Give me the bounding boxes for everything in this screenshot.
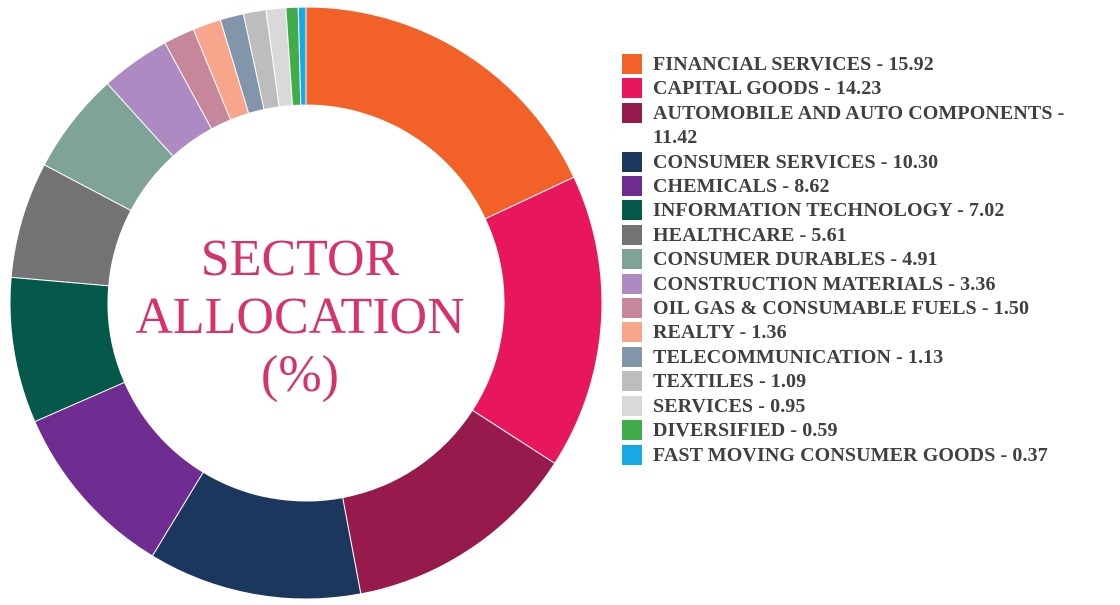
legend-item: TELECOMMUNICATION - 1.13 <box>622 345 1112 369</box>
legend-label: CONSUMER SERVICES - 10.30 <box>653 150 939 173</box>
chart-title-line: (%) <box>261 346 339 403</box>
legend-swatch <box>622 200 642 221</box>
legend-swatch <box>622 78 642 99</box>
legend-swatch <box>622 54 642 74</box>
legend-item: INFORMATION TECHNOLOGY - 7.02 <box>622 198 1112 222</box>
chart-title: SECTOR ALLOCATION (%) <box>100 230 500 404</box>
donut-chart <box>9 6 603 600</box>
legend-item: OIL GAS & CONSUMABLE FUELS - 1.50 <box>622 296 1112 320</box>
legend-item: REALTY - 1.36 <box>622 320 1112 344</box>
legend-swatch <box>622 395 642 416</box>
legend-swatch <box>622 102 642 123</box>
legend-label: INFORMATION TECHNOLOGY - 7.02 <box>653 199 1005 222</box>
legend-label: AUTOMOBILE AND AUTO COMPONENTS - 11.42 <box>653 101 1065 149</box>
legend-swatch <box>622 371 642 392</box>
legend-label: CONSTRUCTION MATERIALS - 3.36 <box>653 272 996 295</box>
legend-label: TELECOMMUNICATION - 1.13 <box>653 345 944 368</box>
legend-item: CONSTRUCTION MATERIALS - 3.36 <box>622 272 1112 296</box>
legend-label: HEALTHCARE - 5.61 <box>653 223 847 246</box>
legend-swatch <box>622 249 642 270</box>
legend-item: HEALTHCARE - 5.61 <box>622 223 1112 247</box>
legend-swatch <box>622 151 642 172</box>
chart-title-line: ALLOCATION <box>135 288 465 345</box>
legend-label: FAST MOVING CONSUMER GOODS - 0.37 <box>653 443 1048 466</box>
legend-label: CAPITAL GOODS - 14.23 <box>653 77 882 100</box>
legend-label: REALTY - 1.36 <box>653 321 787 344</box>
chart-legend: FINANCIAL SERVICES - 15.92 CAPITAL GOODS … <box>622 52 1112 467</box>
legend-item: SERVICES - 0.95 <box>622 394 1112 418</box>
legend-label: TEXTILES - 1.09 <box>653 370 807 393</box>
legend-swatch <box>622 420 642 441</box>
pie-slice <box>297 6 307 106</box>
chart-title-line: SECTOR <box>200 230 400 287</box>
legend-item: CAPITAL GOODS - 14.23 <box>622 76 1112 100</box>
legend-item: AUTOMOBILE AND AUTO COMPONENTS - 11.42 <box>622 101 1112 150</box>
legend-label: CHEMICALS - 8.62 <box>653 175 830 198</box>
legend-swatch <box>622 322 642 343</box>
legend-label: OIL GAS & CONSUMABLE FUELS - 1.50 <box>653 297 1030 320</box>
legend-swatch <box>622 444 642 465</box>
legend-item: CONSUMER DURABLES - 4.91 <box>622 247 1112 271</box>
legend-item: FAST MOVING CONSUMER GOODS - 0.37 <box>622 443 1112 467</box>
legend-item: FINANCIAL SERVICES - 15.92 <box>622 52 1112 76</box>
legend-swatch <box>622 224 642 245</box>
legend-item: DIVERSIFIED - 0.59 <box>622 418 1112 442</box>
legend-label: CONSUMER DURABLES - 4.91 <box>653 248 938 271</box>
legend-item: TEXTILES - 1.09 <box>622 369 1112 393</box>
legend-label: SERVICES - 0.95 <box>653 394 806 417</box>
legend-swatch <box>622 346 642 367</box>
legend-item: CHEMICALS - 8.62 <box>622 174 1112 198</box>
pie-slice <box>305 6 575 220</box>
legend-label: FINANCIAL SERVICES - 15.92 <box>653 53 934 75</box>
legend-swatch <box>622 176 642 197</box>
legend-label: DIVERSIFIED - 0.59 <box>653 419 838 442</box>
legend-swatch <box>622 273 642 294</box>
legend-swatch <box>622 298 642 319</box>
legend-item: CONSUMER SERVICES - 10.30 <box>622 150 1112 174</box>
